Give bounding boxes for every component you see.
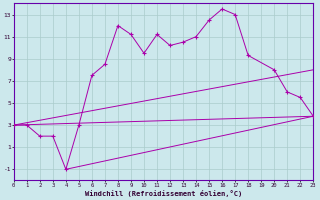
X-axis label: Windchill (Refroidissement éolien,°C): Windchill (Refroidissement éolien,°C) — [85, 190, 242, 197]
